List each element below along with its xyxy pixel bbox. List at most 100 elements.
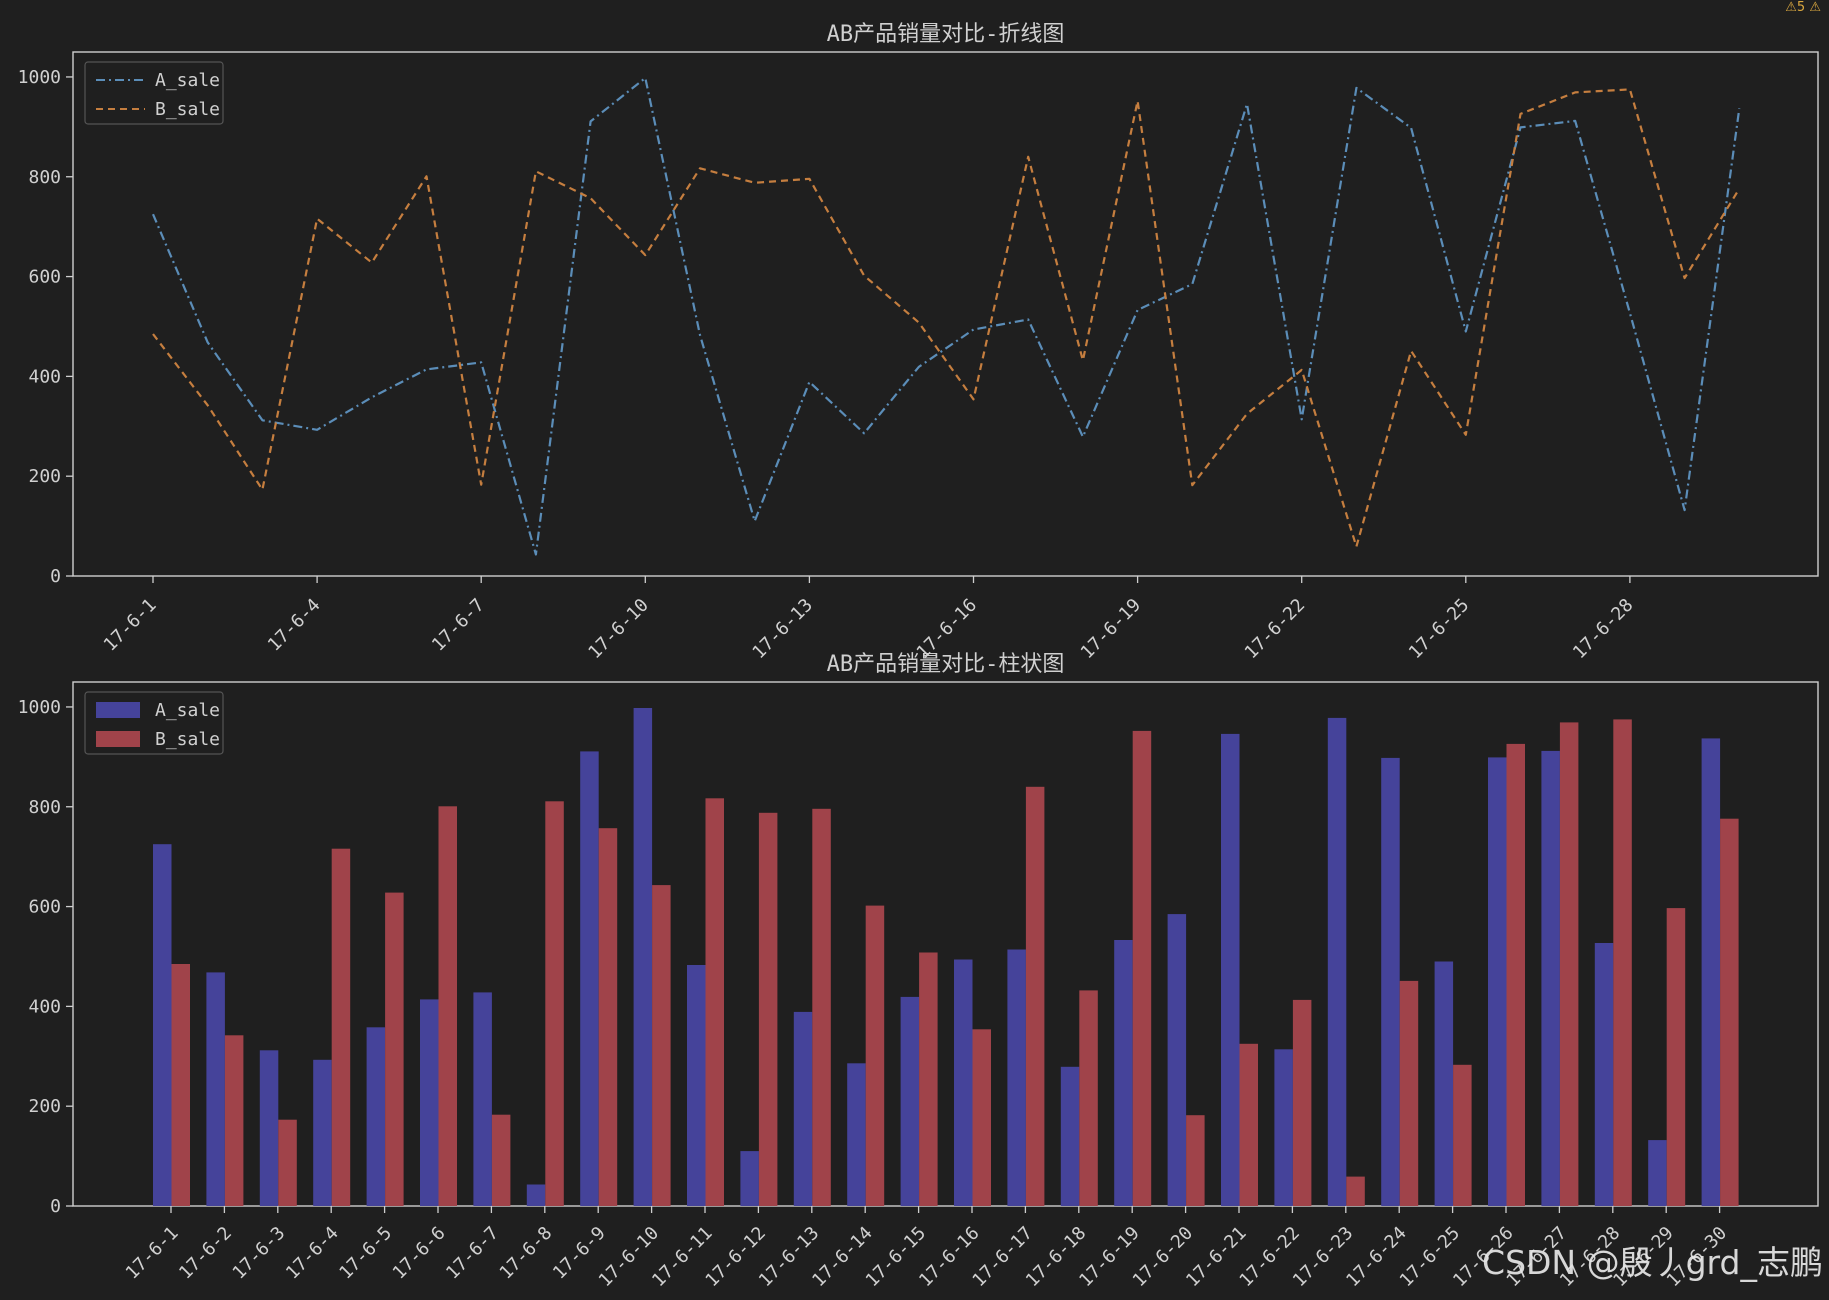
bar-B_sale-17-6-7	[491, 1114, 511, 1206]
bar-A_sale-17-6-21	[1221, 733, 1240, 1206]
series-line-B_sale	[152, 88, 1741, 548]
x-tick-label: 17-6-10	[584, 595, 652, 663]
x-tick-label: 17-6-7	[442, 1223, 503, 1284]
legend-label: A_sale	[155, 700, 220, 721]
bar-A_sale-17-6-2	[206, 972, 225, 1206]
x-tick-label: 17-6-22	[1241, 595, 1309, 663]
y-tick-label: 1000	[18, 697, 61, 718]
bar-B_sale-17-6-12	[758, 812, 778, 1206]
bar-A_sale-17-6-12	[740, 1151, 759, 1206]
bar-B_sale-17-6-14	[865, 905, 885, 1206]
line-chart: AB产品销量对比-折线图 0 200 400 600 800 1000 17-6-1 17-6-…	[18, 22, 1819, 663]
y-tick-label: 400	[28, 996, 61, 1017]
bar-A_sale-17-6-7	[473, 992, 492, 1206]
x-tick-label: 17-6-1	[100, 595, 161, 656]
bar-A_sale-17-6-25	[1434, 961, 1454, 1206]
bar-A_sale-17-6-9	[580, 751, 599, 1206]
bar-B_sale-17-6-2	[224, 1035, 244, 1206]
bar-B_sale-17-6-9	[598, 828, 618, 1206]
bar-A_sale-17-6-15	[900, 996, 920, 1206]
x-tick-label: 17-6-4	[282, 1223, 343, 1284]
x-tick-label: 17-6-1	[122, 1223, 183, 1284]
legend-label: B_sale	[155, 99, 220, 120]
legend-label: A_sale	[155, 70, 220, 91]
x-tick-label: 17-6-5	[335, 1223, 396, 1284]
bar-B_sale-17-6-21	[1239, 1043, 1258, 1206]
bar-A_sale-17-6-13	[793, 1011, 813, 1206]
bar-B_sale-17-6-28	[1613, 719, 1632, 1206]
bar-chart: AB产品销量对比-柱状图0200400600800100017-6-117-6-…	[18, 652, 1819, 1291]
bar-A_sale-17-6-28	[1594, 943, 1614, 1206]
bar-A_sale-17-6-16	[954, 959, 973, 1206]
y-tick-label: 600	[28, 267, 61, 288]
y-tick-label: 600	[28, 897, 61, 918]
bar-A_sale-17-6-4	[313, 1059, 332, 1206]
bar-A_sale-17-6-23	[1327, 717, 1347, 1206]
bar-B_sale-17-6-8	[545, 801, 564, 1206]
legend-label: B_sale	[155, 729, 220, 750]
bar-B_sale-17-6-19	[1132, 730, 1152, 1206]
x-tick-label: 17-6-4	[264, 595, 325, 656]
watermark: CSDN @殷丿grd_志鹏	[1482, 1243, 1823, 1282]
bar-A_sale-17-6-5	[366, 1027, 386, 1206]
bar-B_sale-17-6-15	[919, 952, 938, 1206]
bar-A_sale-17-6-8	[526, 1184, 546, 1206]
legend	[84, 61, 224, 125]
y-tick-label: 200	[28, 466, 61, 487]
x-tick-label: 17-6-7	[428, 595, 489, 656]
bar-B_sale-17-6-11	[705, 798, 724, 1206]
chart-title: AB产品销量对比-柱状图	[827, 652, 1065, 677]
y-tick-label: 200	[28, 1096, 61, 1117]
bar-A_sale-17-6-11	[687, 965, 706, 1206]
bar-B_sale-17-6-29	[1666, 908, 1686, 1206]
x-tick-label: 17-6-28	[1569, 595, 1637, 663]
bar-A_sale-17-6-22	[1274, 1049, 1293, 1206]
series-line-A_sale	[151, 76, 1741, 556]
bar-A_sale-17-6-26	[1488, 757, 1507, 1206]
bar-B_sale-17-6-24	[1399, 980, 1419, 1206]
bar-A_sale-17-6-27	[1541, 750, 1560, 1206]
bar-B_sale-17-6-3	[278, 1119, 297, 1206]
bar-B_sale-17-6-18	[1079, 990, 1098, 1206]
x-tick-label: 17-6-8	[496, 1223, 557, 1284]
bar-B_sale-17-6-6	[438, 806, 457, 1206]
warning-badge: ⚠5 ⚠	[1785, 0, 1821, 15]
bar-A_sale-17-6-10	[633, 708, 653, 1206]
bar-A_sale-17-6-6	[420, 999, 439, 1206]
bar-A_sale-17-6-1	[153, 844, 172, 1206]
x-tick-label: 17-6-25	[1405, 595, 1473, 663]
legend-swatch	[96, 702, 140, 718]
y-tick-label: 0	[50, 566, 61, 587]
chart-title: AB产品销量对比-折线图	[827, 22, 1065, 47]
bar-B_sale-17-6-13	[812, 808, 831, 1206]
x-tick-label: 17-6-13	[748, 595, 816, 663]
bar-B_sale-17-6-27	[1559, 722, 1579, 1206]
x-tick-label: 17-6-6	[389, 1223, 450, 1284]
bar-A_sale-17-6-29	[1648, 1140, 1667, 1206]
y-tick-label: 1000	[18, 67, 61, 88]
bar-B_sale-17-6-1	[171, 964, 190, 1206]
bar-B_sale-17-6-16	[972, 1029, 991, 1206]
bar-B_sale-17-6-20	[1186, 1115, 1205, 1206]
bar-B_sale-17-6-25	[1453, 1064, 1472, 1206]
plot-frame	[72, 681, 1819, 1207]
bar-B_sale-17-6-10	[652, 885, 671, 1206]
bar-B_sale-17-6-4	[331, 848, 351, 1206]
bar-A_sale-17-6-17	[1007, 949, 1026, 1206]
bar-A_sale-17-6-3	[259, 1050, 279, 1206]
bar-B_sale-17-6-17	[1025, 786, 1045, 1206]
bar-B_sale-17-6-5	[385, 892, 404, 1206]
y-tick-label: 800	[28, 797, 61, 818]
bar-A_sale-17-6-20	[1167, 914, 1187, 1206]
x-tick-label: 17-6-19	[1077, 595, 1145, 663]
x-tick-label: 17-6-3	[229, 1223, 290, 1284]
y-tick-label: 800	[28, 167, 61, 188]
bar-A_sale-17-6-14	[847, 1063, 866, 1206]
y-tick-label: 400	[28, 366, 61, 387]
legend-swatch	[96, 731, 140, 747]
x-tick-label: 17-6-2	[175, 1223, 236, 1284]
bar-B_sale-17-6-22	[1292, 999, 1312, 1206]
bar-B_sale-17-6-23	[1346, 1176, 1365, 1206]
plot-frame	[72, 51, 1819, 577]
